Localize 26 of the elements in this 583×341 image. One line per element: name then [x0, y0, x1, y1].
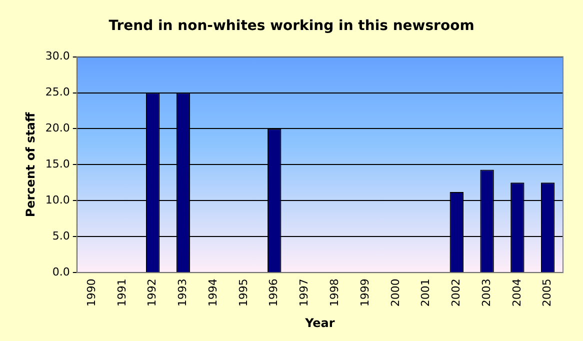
x-tick-label: 2004 [510, 278, 524, 307]
x-tick-label: 1997 [298, 278, 311, 307]
y-tick-label: 25.0 [45, 86, 70, 99]
x-tick-label: 1990 [84, 278, 98, 307]
x-tick-label: 2001 [419, 278, 432, 307]
x-tick-label: 1999 [358, 278, 372, 307]
x-tick-label: 2002 [450, 278, 463, 307]
x-tick-label: 1996 [267, 278, 280, 307]
x-tick-label: 1992 [146, 278, 159, 307]
y-axis-title: Percent of staff [23, 112, 38, 218]
x-tick-label: 2005 [540, 278, 554, 307]
x-tick-label: 1991 [115, 278, 128, 307]
x-tick-label: 1998 [328, 278, 341, 307]
y-tick-label: 0.0 [52, 265, 70, 278]
y-tick-label: 10.0 [45, 194, 70, 207]
y-tick-label: 5.0 [52, 230, 70, 242]
y-tick-label: 15.0 [45, 158, 70, 171]
x-tick-label: 1993 [176, 278, 190, 307]
x-tick-label: 1994 [206, 278, 220, 307]
x-tick-label: 1995 [236, 278, 250, 307]
x-tick-label: 2003 [480, 278, 493, 307]
x-axis-title: Year [304, 316, 335, 330]
chart-title: Trend in non-whites working in this newsroom [108, 18, 474, 34]
x-tick-label: 2000 [388, 278, 402, 307]
y-tick-label: 20.0 [45, 122, 70, 135]
y-tick-label: 30.0 [45, 50, 70, 63]
